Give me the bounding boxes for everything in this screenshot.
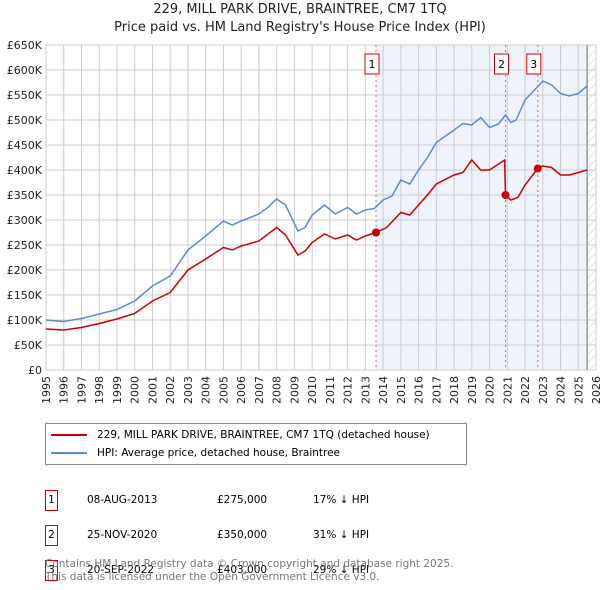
sale-marker-box <box>494 53 510 75</box>
sale-date: 08-AUG-2013 <box>87 494 158 506</box>
y-tick-label: £550K <box>7 89 43 102</box>
x-tick-label: 2014 <box>377 376 390 404</box>
sale-date: 20-SEP-2022 <box>87 564 155 576</box>
x-tick-label: 2004 <box>200 376 213 404</box>
footer: Contains HM Land Registry data © Crown c… <box>45 558 453 584</box>
chart-title: 229, MILL PARK DRIVE, BRAINTREE, CM7 1TQ… <box>0 1 600 37</box>
y-tick-label: £400K <box>7 164 43 177</box>
x-tick-label: 2026 <box>590 376 600 404</box>
title-line: 229, MILL PARK DRIVE, BRAINTREE, CM7 1TQ <box>153 2 447 17</box>
x-tick-label: 2005 <box>217 376 230 404</box>
x-tick-label: 2024 <box>555 376 568 404</box>
sale-price: £350,000 <box>217 529 268 541</box>
y-tick-label: £100K <box>7 314 43 327</box>
x-tick-label: 2025 <box>572 376 585 404</box>
footer-line-2: This data is licensed under the Open Gov… <box>45 571 380 583</box>
x-tick-label: 2007 <box>253 376 266 404</box>
sale-price: £403,000 <box>217 564 268 576</box>
x-tick-label: 2002 <box>164 376 177 404</box>
sale-hpi-diff: 29% ↓ HPI <box>313 564 370 576</box>
x-tick-label: 2017 <box>430 376 443 404</box>
y-tick-label: £0 <box>28 364 42 377</box>
sale-price: £275,000 <box>217 494 268 506</box>
chart-plot: 1995 1996 1997 1998 1999 2000 2001 2002 2003 2004… <box>7 39 600 404</box>
x-tick-label: 2022 <box>519 376 532 404</box>
legend-swatch-red <box>51 434 87 436</box>
x-tick-label: 2000 <box>129 376 142 404</box>
sale-marker-label: 1 <box>369 58 376 71</box>
legend-label-hpi: HPI: Average price, detached house, Brai… <box>97 447 341 459</box>
y-tick-label: £500K <box>7 114 43 127</box>
y-tick-label: £350K <box>7 189 43 202</box>
series-line <box>45 80 588 323</box>
legend-item-hpi: HPI: Average price, detached house, Brai… <box>51 446 340 460</box>
y-tick-label: £50K <box>14 339 43 352</box>
sale-number: 3 <box>45 560 58 581</box>
x-tick-label: 2015 <box>395 376 408 404</box>
x-tick-label: 2003 <box>182 376 195 404</box>
sale-number: 1 <box>45 490 58 511</box>
sale-marker-box <box>364 53 380 75</box>
x-tick-label: 2019 <box>466 376 479 404</box>
sale-point <box>533 164 542 173</box>
footer-line-1: Contains HM Land Registry data © Crown c… <box>45 558 454 570</box>
x-tick-label: 1998 <box>93 376 106 404</box>
x-tick-label: 1999 <box>111 376 124 404</box>
x-tick-label: 2010 <box>306 376 319 404</box>
y-tick-label: £450K <box>7 139 43 152</box>
x-tick-label: 2012 <box>342 376 355 404</box>
x-tick-label: 1997 <box>75 376 88 404</box>
sale-hpi-diff: 17% ↓ HPI <box>313 494 370 506</box>
x-tick-label: 2020 <box>484 376 497 404</box>
y-tick-label: £650K <box>7 39 43 52</box>
y-tick-label: £300K <box>7 214 43 227</box>
x-tick-label: 2008 <box>271 376 284 404</box>
x-tick-label: 2006 <box>235 376 248 404</box>
forecast-hatch <box>587 45 596 370</box>
x-tick-label: 2011 <box>324 376 337 404</box>
x-tick-label: 2021 <box>501 376 514 404</box>
sale-point <box>501 191 510 199</box>
x-tick-label: 2016 <box>413 376 426 404</box>
x-tick-label: 2023 <box>537 376 550 404</box>
y-tick-label: £600K <box>7 64 43 77</box>
x-tick-label: 1996 <box>58 376 71 404</box>
y-tick-label: £200K <box>7 264 43 277</box>
legend: 229, MILL PARK DRIVE, BRAINTREE, CM7 1TQ… <box>45 423 467 465</box>
sale-number: 2 <box>45 525 58 546</box>
x-tick-label: 2013 <box>359 376 372 404</box>
x-tick-label: 1995 <box>40 376 53 404</box>
y-tick-label: £250K <box>7 239 43 252</box>
legend-swatch-blue <box>51 452 87 454</box>
series-line <box>45 158 588 331</box>
sale-marker-label: 3 <box>530 58 537 71</box>
x-tick-label: 2018 <box>448 376 461 404</box>
sale-marker-label: 2 <box>498 58 505 71</box>
legend-label-property: 229, MILL PARK DRIVE, BRAINTREE, CM7 1TQ… <box>97 429 430 441</box>
subtitle-line: Price paid vs. HM Land Registry's House … <box>114 20 486 35</box>
sale-hpi-diff: 31% ↓ HPI <box>313 529 370 541</box>
x-tick-label: 2001 <box>146 376 159 404</box>
x-tick-label: 2009 <box>288 376 301 404</box>
sale-marker-box <box>526 53 542 75</box>
y-tick-label: £150K <box>7 289 43 302</box>
legend-item-property: 229, MILL PARK DRIVE, BRAINTREE, CM7 1TQ… <box>51 428 430 442</box>
sale-date: 25-NOV-2020 <box>87 529 158 541</box>
sale-period-shading <box>376 45 588 370</box>
sale-point <box>372 228 380 237</box>
